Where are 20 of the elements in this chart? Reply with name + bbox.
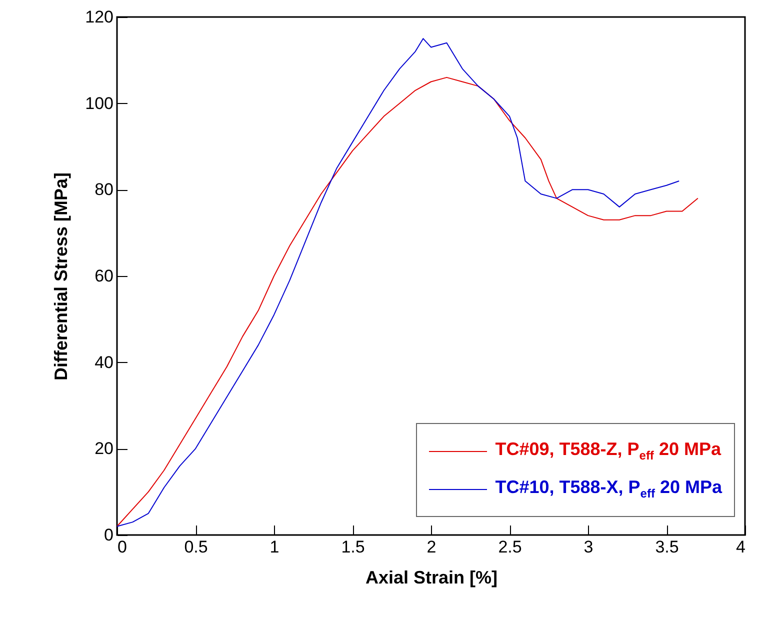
y-tick-label: 0 (104, 526, 114, 544)
y-axis-title: Differential Stress [MPa] (51, 172, 72, 381)
y-tick-label: 120 (85, 8, 114, 26)
x-axis-title: Axial Strain [%] (365, 568, 498, 588)
x-tick-label: 0 (118, 538, 127, 556)
x-tick-label: 2.5 (498, 538, 522, 556)
x-tick-label: 2 (426, 538, 436, 556)
x-tick-label: 3.5 (655, 538, 679, 556)
x-tick-label: 1 (270, 538, 280, 556)
x-tick-label: 3 (584, 538, 594, 556)
x-tick-label: 1.5 (341, 538, 365, 556)
y-tick-label: 20 (94, 439, 114, 458)
x-tick-label: 4 (736, 538, 746, 556)
legend-label: TC#10, T588-X, P$_{eff}$ 20 MPa (495, 477, 722, 501)
y-tick-label: 40 (94, 352, 114, 372)
y-tick-label: 80 (94, 180, 114, 200)
y-tick-label: 60 (94, 266, 114, 286)
x-tick-label: 0.5 (184, 538, 208, 556)
legend-label: TC#09, T588-Z, P$_{eff}$ 20 MPa (495, 439, 721, 463)
y-tick-label: 100 (85, 94, 114, 113)
